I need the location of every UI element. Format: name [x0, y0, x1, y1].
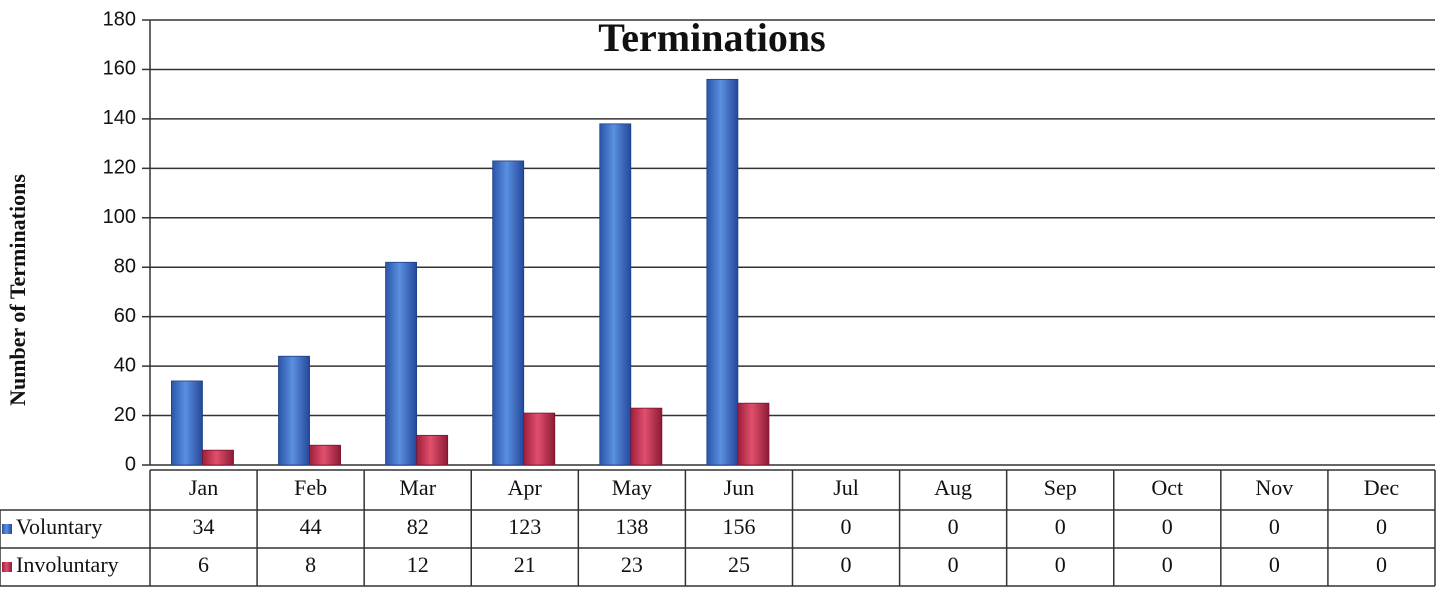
data-label: 0: [1055, 514, 1066, 539]
data-label: 156: [722, 514, 755, 539]
data-label: 0: [841, 552, 852, 577]
y-tick-label: 20: [114, 404, 136, 426]
y-tick-label: 160: [103, 58, 136, 80]
data-label: 0: [1162, 552, 1173, 577]
legend-label: Involuntary: [16, 552, 119, 577]
x-tick-label: May: [612, 475, 652, 500]
data-label: 0: [841, 514, 852, 539]
x-tick-label: Sep: [1044, 475, 1077, 500]
bar: [278, 355, 310, 466]
bar: [492, 160, 525, 466]
y-tick-label: 0: [125, 453, 136, 475]
data-label: 23: [621, 552, 643, 577]
x-tick-label: Oct: [1151, 475, 1183, 500]
bar: [309, 444, 342, 466]
y-tick-label: 60: [114, 305, 136, 327]
x-tick-label: Jul: [833, 475, 859, 500]
data-label: 0: [1376, 552, 1387, 577]
y-axis-label: Number of Terminations: [5, 174, 30, 406]
data-label: 12: [407, 552, 429, 577]
y-tick-label: 180: [103, 8, 136, 30]
data-label: 123: [508, 514, 541, 539]
x-tick-label: Nov: [1255, 475, 1293, 500]
bar: [737, 402, 770, 466]
bar: [706, 78, 739, 466]
y-tick-label: 140: [103, 107, 136, 129]
bar: [171, 380, 203, 466]
data-label: 0: [1376, 514, 1387, 539]
bar: [599, 123, 632, 466]
data-label: 21: [514, 552, 536, 577]
x-tick-label: Mar: [399, 475, 436, 500]
data-label: 82: [407, 514, 429, 539]
y-tick-label: 40: [114, 354, 136, 376]
bar: [385, 261, 418, 466]
y-tick-label: 80: [114, 256, 136, 278]
data-label: 0: [1162, 514, 1173, 539]
data-label: 0: [1055, 552, 1066, 577]
data-label: 0: [948, 552, 959, 577]
x-tick-label: Dec: [1364, 475, 1400, 500]
data-label: 25: [728, 552, 750, 577]
data-label: 8: [305, 552, 316, 577]
chart-title: Terminations: [598, 15, 825, 60]
data-label: 0: [1269, 514, 1280, 539]
legend-swatch: [2, 524, 12, 534]
data-label: 0: [1269, 552, 1280, 577]
x-tick-label: Jun: [724, 475, 755, 500]
x-tick-label: Aug: [934, 475, 972, 500]
x-tick-label: Apr: [508, 475, 543, 500]
y-tick-label: 120: [103, 157, 136, 179]
bar: [523, 412, 556, 466]
bar: [202, 449, 234, 466]
bar: [416, 434, 449, 466]
data-label: 34: [193, 514, 215, 539]
data-label: 44: [300, 514, 322, 539]
y-tick-label: 100: [103, 206, 136, 228]
legend-label: Voluntary: [16, 514, 102, 539]
data-label: 6: [198, 552, 209, 577]
data-label: 0: [948, 514, 959, 539]
bar: [630, 407, 663, 466]
x-tick-label: Jan: [189, 475, 218, 500]
x-tick-label: Feb: [294, 475, 327, 500]
data-label: 138: [615, 514, 648, 539]
legend-swatch: [2, 562, 12, 572]
